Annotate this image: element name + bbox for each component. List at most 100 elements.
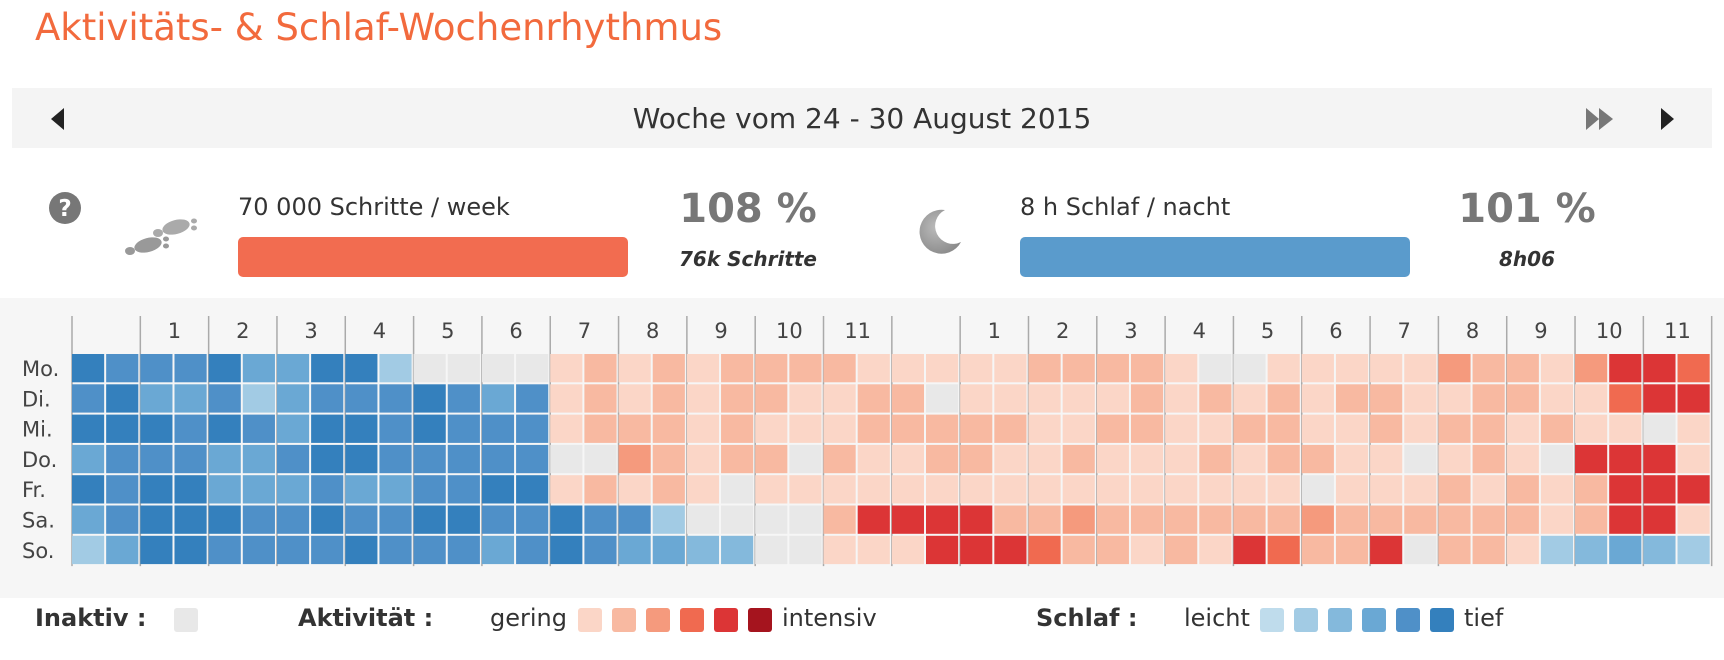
heatmap-cell (1199, 384, 1232, 413)
heatmap-cell (1267, 444, 1300, 474)
heatmap-svg: 1 2 3 4 5 6 7 8 9 10 11 1 2 3 4 5 6 7 8 9 10 11Mo.Di.Mi.Do.Fr… (22, 316, 1713, 567)
heatmap-cell (1370, 354, 1403, 383)
heatmap-cell (106, 384, 139, 413)
heatmap-cell (1506, 414, 1539, 443)
heatmap-cell (379, 354, 412, 383)
hour-tick-label: 5 (1261, 319, 1274, 343)
heatmap-cell (174, 475, 207, 504)
heatmap-cell (1643, 444, 1676, 474)
heatmap-cell (755, 535, 788, 565)
heatmap-cell (1028, 444, 1061, 474)
heatmap-cell (1165, 354, 1198, 383)
heatmap-cell (926, 535, 959, 565)
heatmap-cell (1335, 505, 1369, 534)
heatmap-cell (1643, 535, 1676, 565)
heatmap-cell (1370, 475, 1403, 504)
moon-icon (915, 206, 965, 260)
heatmap-cell (1233, 535, 1266, 565)
page-title: Aktivitäts- & Schlaf-Wochenrhythmus (35, 6, 723, 49)
heatmap-cell (1370, 414, 1403, 443)
heatmap-cell (789, 384, 822, 413)
heatmap-cell (823, 354, 856, 383)
heatmap-cell (208, 535, 241, 565)
heatmap-cell (1677, 354, 1710, 383)
heatmap-cell (1472, 414, 1505, 443)
heatmap-cell (1540, 444, 1574, 474)
heatmap-cell (960, 384, 993, 413)
legend-activity-high: intensiv (782, 604, 877, 632)
latest-week-button[interactable] (1585, 107, 1615, 135)
heatmap-cell (1301, 505, 1334, 534)
heatmap-cell (72, 354, 105, 383)
heatmap-cell (106, 414, 139, 443)
next-week-button[interactable] (1659, 107, 1675, 135)
heatmap-cell (1575, 535, 1608, 565)
heatmap-cell (208, 444, 241, 474)
heatmap-cell (1438, 414, 1471, 443)
heatmap-cell (1267, 354, 1300, 383)
heatmap-cell (1130, 414, 1164, 443)
heatmap-cell (1130, 444, 1164, 474)
heatmap-cell (721, 414, 754, 443)
heatmap-cell (1028, 475, 1061, 504)
heatmap-cell (379, 475, 412, 504)
hour-tick-label: 6 (1329, 319, 1342, 343)
legend-sleep-high: tief (1464, 604, 1504, 632)
heatmap-cell (1199, 414, 1232, 443)
heatmap-cell (106, 444, 139, 474)
heatmap-cell (174, 354, 207, 383)
heatmap-cell (379, 384, 412, 413)
heatmap-cell (481, 505, 515, 534)
heatmap-cell (413, 354, 446, 383)
heatmap-cell (1404, 414, 1437, 443)
sleep-goal-label: 8 h Schlaf / nacht (1020, 193, 1231, 221)
heatmap-cell (618, 444, 651, 474)
fast-forward-icon (1586, 108, 1613, 130)
heatmap-cell (994, 475, 1027, 504)
heatmap-cell (447, 354, 480, 383)
heatmap-cell (994, 354, 1027, 383)
hour-tick-label: 8 (1466, 319, 1479, 343)
hour-tick-label: 3 (1124, 319, 1137, 343)
heatmap-cell (1335, 535, 1369, 565)
heatmap-cell (789, 505, 822, 534)
heatmap-cell (1506, 475, 1539, 504)
heatmap-cell (789, 414, 822, 443)
heatmap-cell (1643, 505, 1676, 534)
triangle-left-icon (51, 108, 64, 130)
heatmap-cell (1233, 414, 1266, 443)
heatmap-cell (1165, 475, 1198, 504)
heatmap-cell (174, 505, 207, 534)
heatmap-cell (345, 535, 378, 565)
heatmap-cell (1233, 354, 1266, 383)
heatmap-cell (1506, 384, 1539, 413)
heatmap-cell (276, 535, 310, 565)
help-button[interactable]: ? (48, 191, 82, 229)
heatmap-cell (1267, 414, 1300, 443)
heatmap-cell (1028, 384, 1061, 413)
hour-tick-label: 2 (1056, 319, 1069, 343)
heatmap-cell (1335, 384, 1369, 413)
heatmap-cell (174, 444, 207, 474)
svg-text:?: ? (58, 196, 71, 222)
heatmap-cell (584, 505, 617, 534)
steps-percent: 108 % (679, 186, 817, 232)
heatmap-cell (1096, 354, 1129, 383)
heatmap-cell (755, 384, 788, 413)
heatmap-cell (413, 414, 446, 443)
heatmap-cell (721, 535, 754, 565)
heatmap-cell (1643, 414, 1676, 443)
heatmap-cell (413, 475, 446, 504)
heatmap-cell (242, 384, 275, 413)
heatmap-cell (618, 475, 651, 504)
heatmap-cell (208, 475, 241, 504)
heatmap-cell (994, 414, 1027, 443)
hour-tick-label: 1 (988, 319, 1001, 343)
heatmap-cell (1370, 384, 1403, 413)
prev-week-button[interactable] (50, 107, 66, 135)
heatmap-cell (686, 505, 720, 534)
heatmap-cell (311, 444, 344, 474)
heatmap-cell (1335, 475, 1369, 504)
heatmap-cell (686, 444, 720, 474)
heatmap-cell (174, 535, 207, 565)
